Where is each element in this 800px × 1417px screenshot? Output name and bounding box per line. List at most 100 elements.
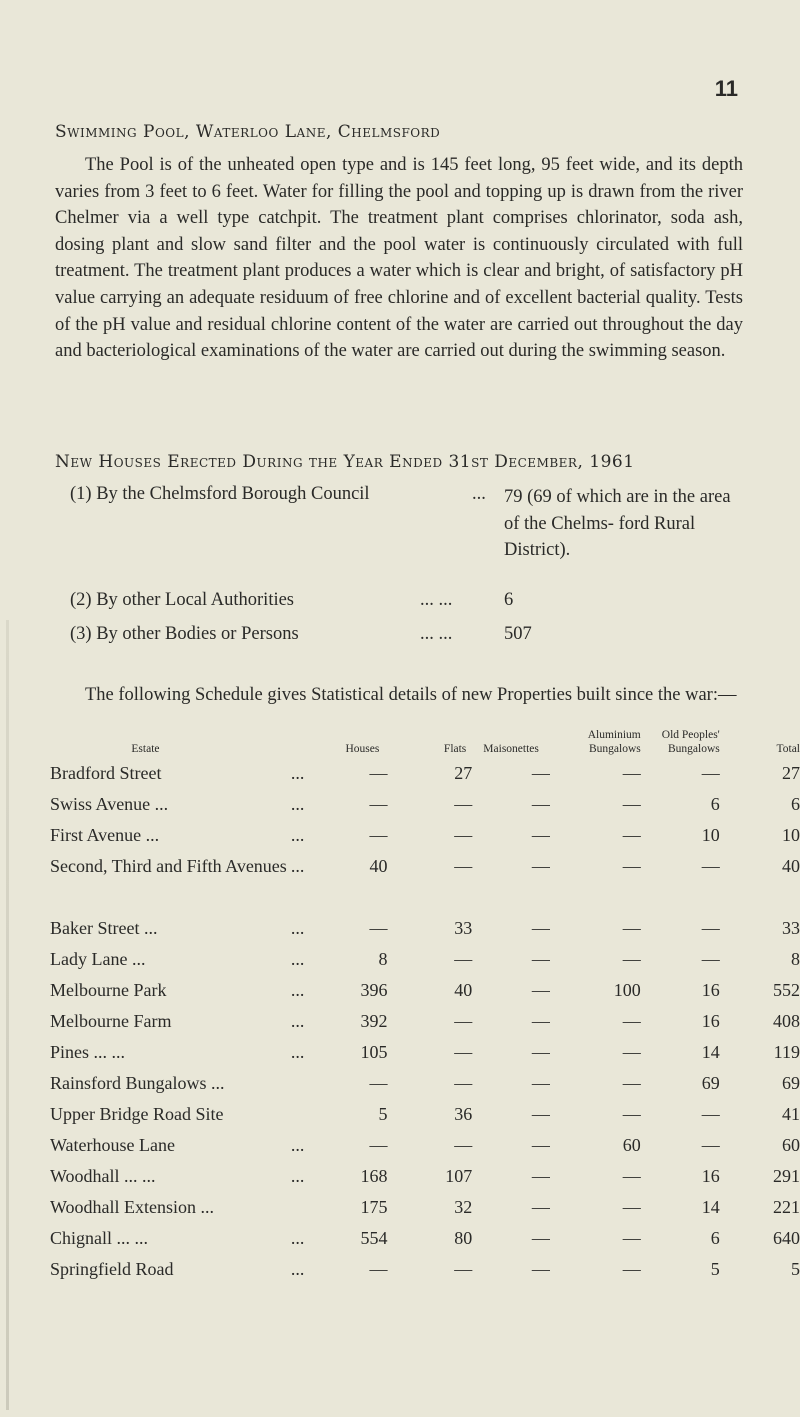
estate-name: Waterhouse Lane <box>50 1135 175 1155</box>
cell-houses: 5 <box>378 1104 388 1124</box>
section-heading-new-houses: New Houses Erected During the Year Ended… <box>55 452 635 472</box>
leader-dots: ... <box>290 1135 305 1155</box>
list-item-value: 507 <box>504 624 532 644</box>
cell-maisonettes: — <box>531 825 550 845</box>
cell-old-peoples-bungalows: 14 <box>701 1042 720 1062</box>
schedule-table: Estate Houses Flats Maisonettes Aluminiu… <box>50 728 800 1289</box>
list-item-value: 6 <box>504 590 514 610</box>
cell-old-peoples-bungalows: 16 <box>701 980 720 1000</box>
cell-flats: — <box>454 949 473 969</box>
cell-old-peoples-bungalows: 14 <box>701 1197 720 1217</box>
estate-name: Upper Bridge Road Site <box>50 1104 224 1124</box>
col-header-aluminium-bungalows: Aluminium Bungalows <box>587 729 641 755</box>
cell-total: 6 <box>791 794 800 814</box>
cell-aluminium-bungalows: — <box>622 794 641 814</box>
cell-old-peoples-bungalows: 6 <box>710 794 720 814</box>
cell-houses: 8 <box>378 949 388 969</box>
cell-flats: 36 <box>454 1104 473 1124</box>
estate-name: Melbourne Park <box>50 980 167 1000</box>
cell-flats: — <box>454 794 473 814</box>
cell-maisonettes: — <box>531 794 550 814</box>
cell-houses: — <box>369 1135 388 1155</box>
cell-flats: 107 <box>445 1166 473 1186</box>
estate-name: Rainsford Bungalows ... <box>50 1073 225 1093</box>
cell-maisonettes: — <box>531 1259 550 1279</box>
cell-aluminium-bungalows: — <box>622 1197 641 1217</box>
table-row: Lady Lane ...... 8 — — — — 8 <box>50 948 800 979</box>
cell-aluminium-bungalows: — <box>622 1104 641 1124</box>
table-row: Chignall ... ...... 554 80 — — 6 640 <box>50 1227 800 1258</box>
cell-total: 8 <box>791 949 800 969</box>
cell-total: 552 <box>773 980 800 1000</box>
cell-houses: — <box>369 1073 388 1093</box>
cell-aluminium-bungalows: — <box>622 1259 641 1279</box>
cell-flats: 33 <box>454 918 473 938</box>
cell-houses: 554 <box>360 1228 388 1248</box>
estate-name: Chignall ... ... <box>50 1228 148 1248</box>
table-row: Swiss Avenue ...... — — — — 6 6 <box>50 793 800 824</box>
cell-total: 41 <box>782 1104 800 1124</box>
col-header-houses: Houses <box>345 743 380 755</box>
cell-maisonettes: — <box>531 1135 550 1155</box>
cell-flats: 80 <box>454 1228 473 1248</box>
leader-dots <box>291 1103 337 1134</box>
cell-maisonettes: — <box>531 1197 550 1217</box>
cell-houses: — <box>369 918 388 938</box>
cell-old-peoples-bungalows: — <box>701 949 720 969</box>
cell-houses: 105 <box>360 1042 388 1062</box>
leader-dots <box>291 1072 337 1103</box>
cell-total: 221 <box>773 1197 800 1217</box>
cell-total: 640 <box>773 1228 800 1248</box>
cell-aluminium-bungalows: — <box>622 1228 641 1248</box>
leader-dots: ... <box>290 1228 305 1248</box>
cell-maisonettes: — <box>531 763 550 783</box>
cell-old-peoples-bungalows: — <box>701 1135 720 1155</box>
cell-flats: — <box>454 825 473 845</box>
table-row: Melbourne Farm... 392 — — — 16 408 <box>50 1010 800 1041</box>
leader-dots: ... <box>290 856 305 876</box>
cell-old-peoples-bungalows: — <box>701 918 720 938</box>
estate-name: Melbourne Farm <box>50 1011 172 1031</box>
col-header-estate: Estate <box>131 743 160 755</box>
cell-flats: 27 <box>454 763 473 783</box>
table-row: Springfield Road... — — — — 5 5 <box>50 1258 800 1289</box>
cell-maisonettes: — <box>531 1228 550 1248</box>
cell-total: 119 <box>773 1042 800 1062</box>
cell-flats: 40 <box>454 980 473 1000</box>
list-item-label: (3) By other Bodies or Persons <box>70 624 299 644</box>
cell-flats: — <box>454 1073 473 1093</box>
cell-aluminium-bungalows: 60 <box>622 1135 641 1155</box>
table-header-row: Estate Houses Flats Maisonettes Aluminiu… <box>50 728 800 762</box>
table-row: Baker Street ...... — 33 — — — 33 <box>50 917 800 948</box>
col-header-old-peoples-bungalows: Old Peoples' Bungalows <box>661 729 720 755</box>
col-header-maisonettes: Maisonettes <box>483 743 539 755</box>
cell-houses: 175 <box>360 1197 388 1217</box>
leader-dots: ... <box>290 949 305 969</box>
estate-name: Springfield Road <box>50 1259 174 1279</box>
cell-old-peoples-bungalows: 16 <box>701 1011 720 1031</box>
col-header-total: Total <box>776 743 800 755</box>
cell-houses: — <box>369 1259 388 1279</box>
cell-houses: 40 <box>369 856 388 876</box>
cell-total: 40 <box>782 856 800 876</box>
estate-name: Woodhall Extension ... <box>50 1197 215 1217</box>
cell-old-peoples-bungalows: — <box>701 763 720 783</box>
cell-maisonettes: — <box>531 1104 550 1124</box>
cell-houses: 168 <box>360 1166 388 1186</box>
cell-houses: — <box>369 825 388 845</box>
cell-flats: — <box>454 856 473 876</box>
table-row: Second, Third and Fifth Avenues... 40 — — — —… <box>50 855 800 917</box>
estate-name: Bradford Street <box>50 763 162 783</box>
cell-houses: 392 <box>360 1011 388 1031</box>
cell-total: 5 <box>791 1259 800 1279</box>
cell-aluminium-bungalows: — <box>622 918 641 938</box>
cell-maisonettes: — <box>531 1073 550 1093</box>
cell-aluminium-bungalows: — <box>622 825 641 845</box>
cell-maisonettes: — <box>531 1042 550 1062</box>
cell-maisonettes: — <box>531 949 550 969</box>
cell-maisonettes: — <box>531 980 550 1000</box>
table-row: Woodhall ... ...... 168 107 — — 16 291 <box>50 1165 800 1196</box>
table-row: Rainsford Bungalows ... — — — — 69 69 <box>50 1072 800 1103</box>
estate-name: Woodhall ... ... <box>50 1166 156 1186</box>
cell-aluminium-bungalows: — <box>622 1042 641 1062</box>
